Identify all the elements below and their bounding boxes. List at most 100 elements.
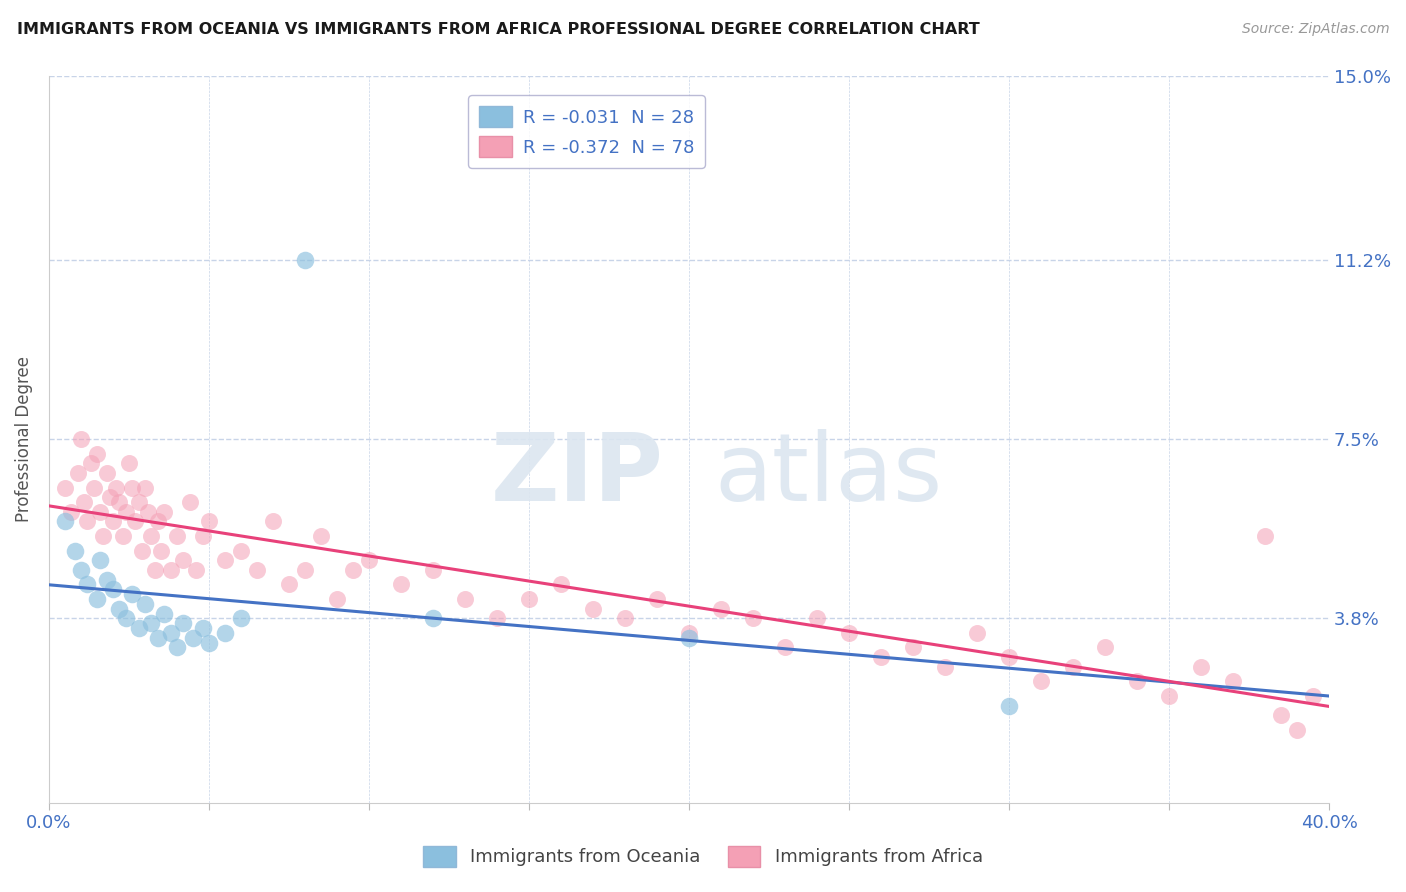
Point (114, 611, 136, 625)
Point (342, 563, 364, 577)
Point (146, 631, 169, 645)
Point (422, 563, 444, 577)
Point (1157, 689, 1180, 703)
Point (198, 635, 221, 649)
Point (326, 592, 349, 607)
Point (179, 495, 201, 509)
Point (53, 515, 76, 529)
Point (357, 553, 380, 567)
Point (101, 582, 124, 597)
Point (89, 505, 111, 519)
Point (838, 626, 860, 640)
Point (191, 529, 214, 543)
Point (149, 543, 172, 558)
Point (181, 631, 204, 645)
Point (121, 481, 143, 495)
Point (73, 495, 96, 509)
Point (550, 577, 572, 591)
Point (614, 611, 637, 625)
Point (214, 626, 236, 640)
Point (136, 505, 159, 519)
Point (63, 543, 86, 558)
Point (517, 592, 540, 607)
Point (582, 601, 605, 615)
Point (146, 515, 169, 529)
Point (159, 626, 181, 640)
Point (166, 640, 188, 655)
Y-axis label: Professional Degree: Professional Degree (15, 356, 32, 522)
Text: Source: ZipAtlas.com: Source: ZipAtlas.com (1241, 22, 1389, 37)
Point (118, 456, 141, 470)
Point (645, 592, 668, 607)
Legend: Immigrants from Oceania, Immigrants from Africa: Immigrants from Oceania, Immigrants from… (416, 838, 990, 874)
Point (454, 592, 477, 607)
Point (1094, 640, 1116, 655)
Point (1062, 660, 1084, 674)
Point (108, 601, 131, 615)
Point (98, 490, 121, 504)
Point (76, 577, 98, 591)
Point (128, 621, 150, 635)
Point (198, 515, 221, 529)
Point (309, 529, 332, 543)
Point (1270, 708, 1292, 723)
Point (934, 660, 956, 674)
Point (214, 553, 236, 567)
Point (191, 621, 214, 635)
Point (134, 481, 156, 495)
Text: IMMIGRANTS FROM OCEANIA VS IMMIGRANTS FROM AFRICA PROFESSIONAL DEGREE CORRELATIO: IMMIGRANTS FROM OCEANIA VS IMMIGRANTS FR… (17, 22, 980, 37)
Text: atlas: atlas (714, 429, 943, 522)
Point (870, 650, 893, 665)
Point (96, 466, 118, 480)
Point (96, 573, 118, 587)
Point (70, 432, 93, 446)
Point (998, 650, 1021, 665)
Point (143, 563, 166, 577)
Point (1285, 723, 1308, 737)
Point (153, 505, 176, 519)
Point (246, 563, 269, 577)
Point (998, 698, 1021, 713)
Point (773, 640, 796, 655)
Point (101, 515, 124, 529)
Point (742, 611, 765, 625)
Point (294, 252, 316, 267)
Point (678, 626, 700, 640)
Point (806, 611, 828, 625)
Point (229, 543, 252, 558)
Point (389, 577, 412, 591)
Point (262, 515, 284, 529)
Point (134, 597, 156, 611)
Point (105, 481, 128, 495)
Point (121, 587, 143, 601)
Point (111, 529, 134, 543)
Point (1254, 529, 1277, 543)
Point (186, 563, 208, 577)
Point (66, 466, 89, 480)
Point (124, 515, 146, 529)
Point (70, 563, 93, 577)
Point (53, 481, 76, 495)
Point (901, 640, 924, 655)
Point (114, 505, 136, 519)
Point (278, 577, 301, 591)
Point (172, 616, 194, 631)
Point (1029, 674, 1052, 689)
Point (294, 563, 316, 577)
Point (108, 495, 131, 509)
Point (60, 505, 83, 519)
Point (79, 456, 101, 470)
Point (86, 592, 108, 607)
Point (83, 481, 105, 495)
Point (93, 529, 115, 543)
Point (710, 601, 733, 615)
Point (966, 626, 988, 640)
Point (141, 529, 163, 543)
Point (153, 607, 176, 621)
Point (128, 495, 150, 509)
Point (1222, 674, 1244, 689)
Text: ZIP: ZIP (491, 429, 664, 522)
Point (141, 616, 163, 631)
Point (678, 631, 700, 645)
Point (1189, 660, 1212, 674)
